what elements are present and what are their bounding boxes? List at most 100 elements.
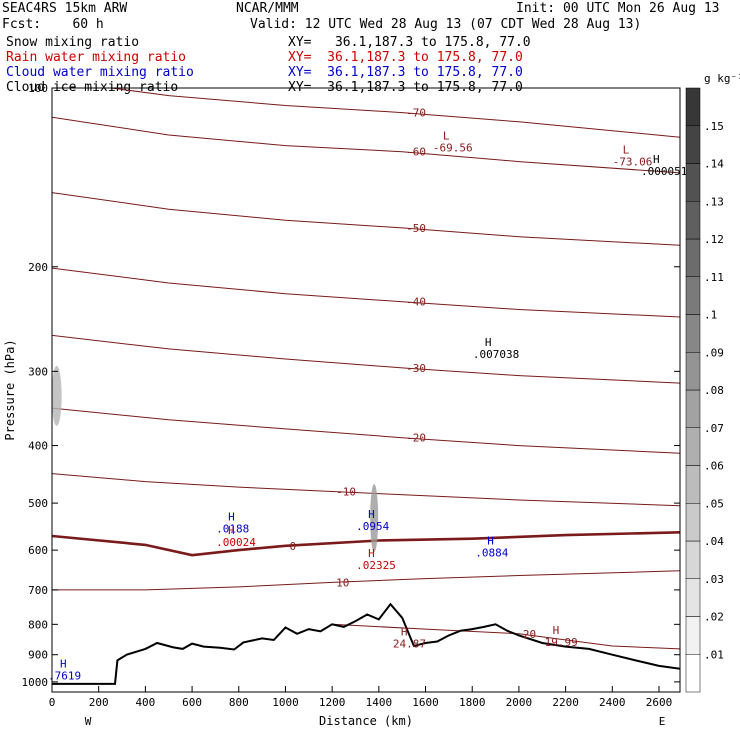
contour-value-label: -60 <box>406 146 426 159</box>
y-tick-label: 400 <box>28 440 48 453</box>
colorbar-label: .12 <box>704 233 724 246</box>
x-tick-label: 1200 <box>319 696 346 709</box>
colorbar-label: .15 <box>704 120 724 133</box>
y-tick-label: 900 <box>28 649 48 662</box>
x-tick-label: 1400 <box>366 696 393 709</box>
max-marker: H <box>228 524 235 537</box>
max-marker: H <box>228 510 235 523</box>
model-title: SEAC4RS 15km ARW <box>2 1 128 16</box>
x-tick-label: 1600 <box>412 696 439 709</box>
plot-frame <box>51 87 681 693</box>
max-value-label: .007038 <box>473 348 519 361</box>
x-tick-label: 800 <box>229 696 249 709</box>
y-tick-label: 200 <box>28 261 48 274</box>
contour-value-label: 20 <box>523 628 536 641</box>
colorbar-label: .11 <box>704 271 724 284</box>
colorbar-label: .09 <box>704 346 724 359</box>
temp-min-label: -73.06 <box>613 155 653 168</box>
max-value-label: .7619 <box>48 669 81 682</box>
max-marker: H <box>487 535 494 548</box>
x-tick-label: 0 <box>49 696 56 709</box>
colorbar-label: .06 <box>704 460 724 473</box>
y-tick-label: 800 <box>28 618 48 631</box>
x-tick-label: 2600 <box>646 696 673 709</box>
max-marker: H <box>60 657 67 670</box>
temperature-contour-m30 <box>52 334 680 384</box>
colorbar-bin <box>685 427 701 466</box>
colorbar-bin <box>685 540 701 579</box>
temp-max-label: 19.99 <box>545 636 578 649</box>
field-label-rain: Rain water mixing ratio <box>6 50 187 65</box>
temp-min-label: -69.56 <box>433 142 473 155</box>
colorbar-label: .07 <box>704 422 724 435</box>
field-xy-rain: XY= 36.1,187.3 to 175.8, 77.0 <box>288 50 523 65</box>
colorbar-label: .1 <box>704 309 717 322</box>
colorbar-bin <box>685 125 701 164</box>
colorbar-label: .04 <box>704 535 724 548</box>
y-tick-label: 600 <box>28 544 48 557</box>
max-value-label: .00024 <box>216 536 256 549</box>
colorbar-bin <box>685 276 701 315</box>
x-tick-label: 600 <box>182 696 202 709</box>
x-end-label-east: E <box>659 715 666 728</box>
temp-max-marker: H <box>553 624 560 637</box>
temperature-contour-0 <box>52 531 680 557</box>
terrain-line <box>52 602 680 685</box>
contour-value-label: 0 <box>289 540 296 553</box>
colorbar-bin <box>685 201 701 240</box>
colorbar-label: .03 <box>704 573 724 586</box>
field-label-snow: Snow mixing ratio <box>6 35 140 50</box>
temperature-contour-m10 <box>52 473 680 507</box>
x-tick-label: 2400 <box>599 696 626 709</box>
temperature-contour-m70 <box>107 88 680 138</box>
y-axis-title: Pressure (hPa) <box>3 339 17 440</box>
colorbar-bin <box>685 654 701 693</box>
colorbar-bin <box>685 465 701 504</box>
field-label-cloud-water: Cloud water mixing ratio <box>6 65 194 80</box>
y-tick-label: 500 <box>28 497 48 510</box>
temp-max-marker: H <box>401 625 408 638</box>
y-tick-label: 300 <box>28 365 48 378</box>
contour-value-label: -30 <box>406 362 426 375</box>
max-marker: H <box>485 336 492 349</box>
temperature-contour-m40 <box>52 267 680 318</box>
max-marker: H <box>653 153 660 166</box>
init-time: Init: 00 UTC Mon 26 Aug 13 <box>516 1 720 16</box>
contour-value-label: -70 <box>406 107 426 120</box>
plot-area <box>52 88 680 685</box>
colorbar-bin <box>685 503 701 542</box>
colorbar-label: .01 <box>704 648 724 661</box>
colorbar-label: .08 <box>704 384 724 397</box>
temp-min-marker: L <box>443 130 450 143</box>
max-value-label: .0884 <box>475 547 508 560</box>
colorbar-label: .05 <box>704 497 724 510</box>
temperature-contour-m60 <box>52 116 680 174</box>
snow-shading <box>370 484 379 553</box>
max-marker: H <box>368 508 375 521</box>
temperature-contour-m20 <box>52 407 680 454</box>
colorbar-bin <box>685 314 701 353</box>
organization-label: NCAR/MMM <box>236 1 299 16</box>
contour-value-label: 10 <box>336 576 349 589</box>
contour-value-label: -50 <box>406 222 426 235</box>
ice-shading <box>52 365 62 426</box>
contour-value-label: -40 <box>406 296 426 309</box>
x-end-label-west: W <box>85 715 92 728</box>
contour-value-label: -10 <box>336 486 356 499</box>
field-xy-snow: XY= 36.1,187.3 to 175.8, 77.0 <box>288 35 531 50</box>
colorbar-bin <box>685 238 701 277</box>
temp-max-label: 24.87 <box>393 637 426 650</box>
y-tick-label: 1000 <box>22 676 49 689</box>
colorbar-unit: g kg⁻¹ <box>704 72 740 85</box>
colorbar-bin <box>685 163 701 202</box>
temperature-contour-20 <box>332 623 680 650</box>
x-tick-label: 2200 <box>552 696 579 709</box>
temp-min-marker: L <box>623 143 630 156</box>
forecast-hour: Fcst: 60 h <box>2 17 104 32</box>
colorbar-bin <box>685 616 701 655</box>
temperature-contour-m50 <box>52 192 680 246</box>
max-value-label: .02325 <box>356 559 396 572</box>
x-tick-label: 2000 <box>506 696 533 709</box>
